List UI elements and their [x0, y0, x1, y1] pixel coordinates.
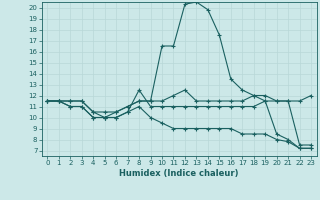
X-axis label: Humidex (Indice chaleur): Humidex (Indice chaleur) [119, 169, 239, 178]
